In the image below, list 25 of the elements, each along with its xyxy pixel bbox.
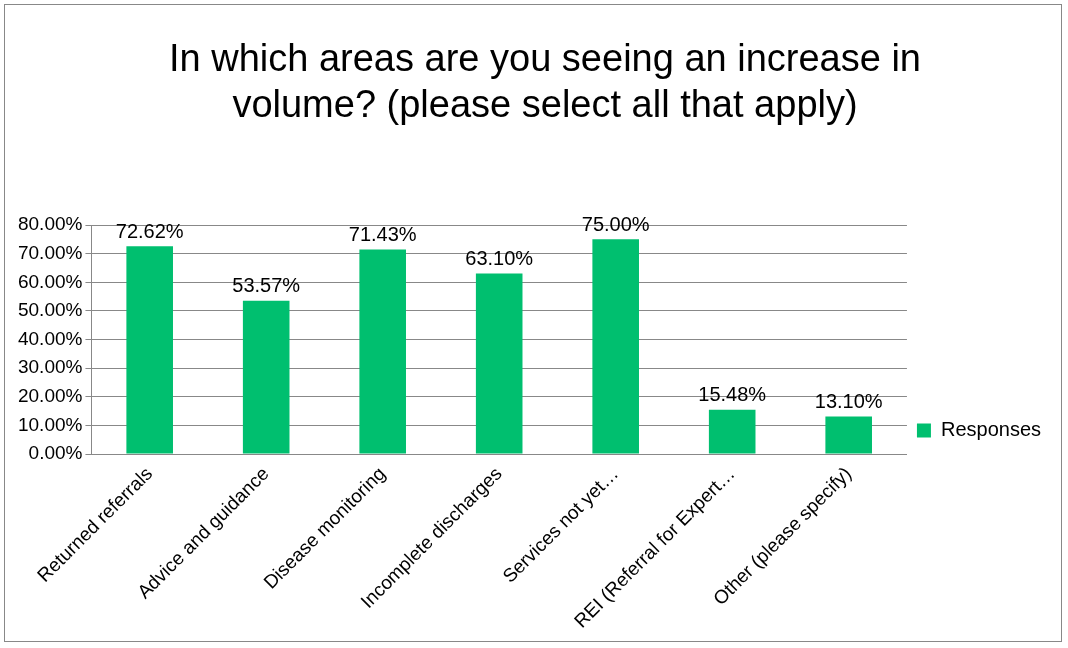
- text: 13.10%: [814, 390, 883, 413]
- legend-label: Responses: [940, 418, 1041, 441]
- y-tick-label: 0.00%: [28, 442, 83, 464]
- bar: [825, 416, 872, 454]
- y-tick-label: 80.00%: [17, 213, 83, 235]
- bar: [592, 239, 639, 454]
- chart-title: In which areas are you seeing an increase in volume? (please select all that apply): [168, 36, 922, 127]
- text: 53.57%: [232, 274, 301, 297]
- y-tick-label: 40.00%: [17, 327, 83, 349]
- y-tick-label: 30.00%: [17, 356, 83, 378]
- y-tick-label: 70.00%: [17, 241, 83, 263]
- text: 75.00%: [581, 212, 650, 235]
- y-tick-label: 50.00%: [17, 299, 83, 321]
- bar: [359, 249, 406, 454]
- text: 15.48%: [698, 383, 767, 406]
- text: 63.10%: [465, 246, 534, 269]
- bar: [708, 409, 756, 454]
- y-tick-label: 10.00%: [17, 413, 83, 435]
- text: 71.43%: [348, 223, 417, 246]
- bar: [475, 273, 523, 454]
- bar: [126, 246, 173, 454]
- text: 72.62%: [115, 219, 184, 242]
- bar: [242, 300, 290, 454]
- y-tick-label: 20.00%: [17, 385, 83, 407]
- y-tick-label: 60.00%: [17, 270, 83, 292]
